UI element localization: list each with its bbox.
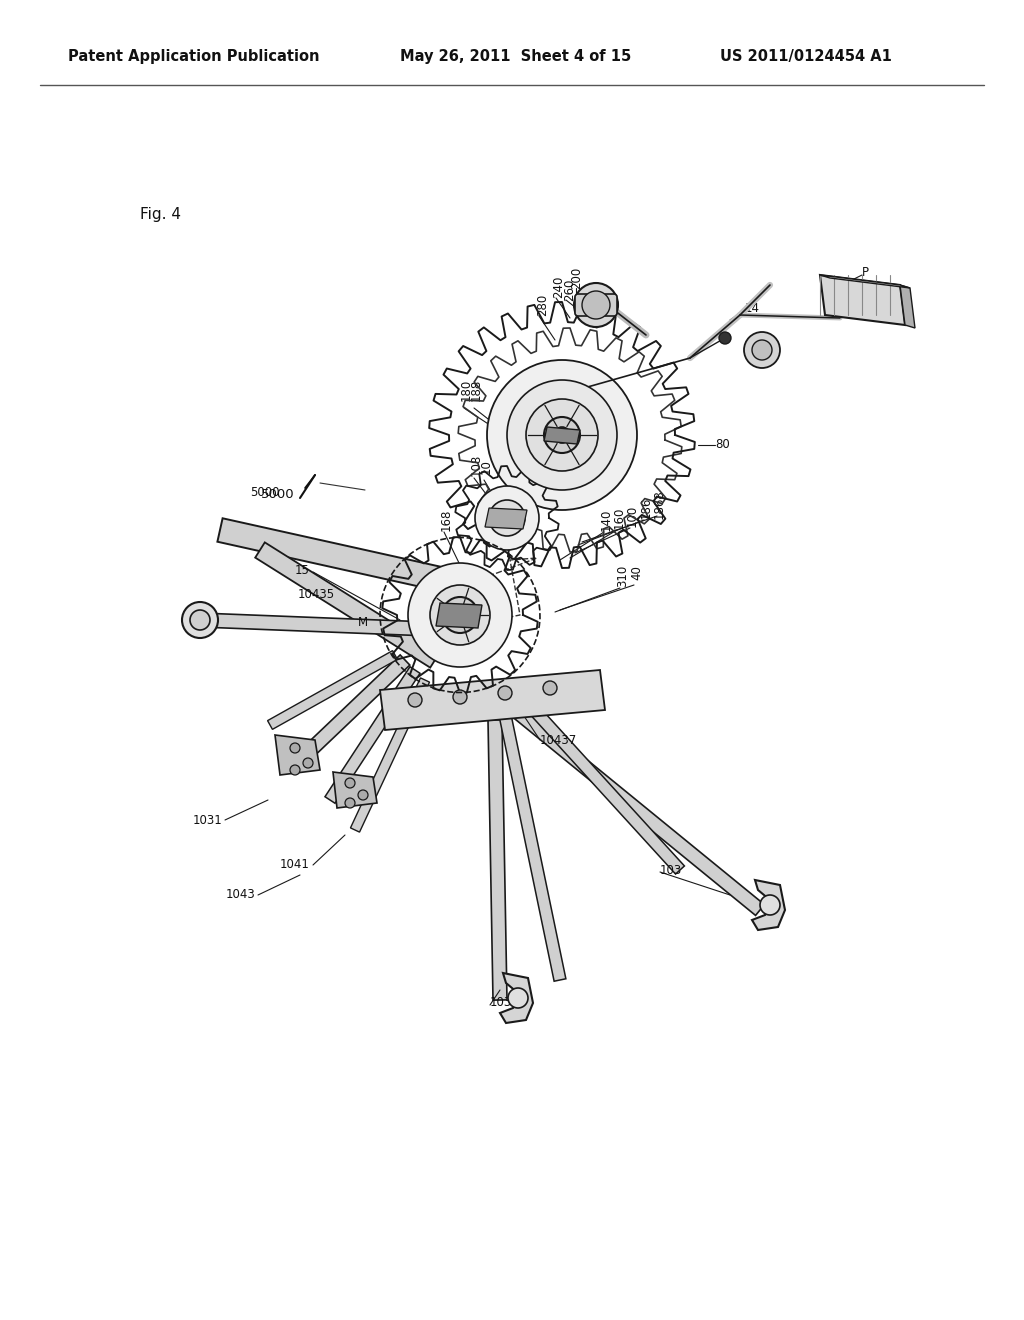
- Circle shape: [453, 690, 467, 704]
- Text: 240: 240: [552, 276, 565, 298]
- Text: 1031: 1031: [193, 813, 222, 826]
- Circle shape: [760, 895, 780, 915]
- Circle shape: [507, 380, 617, 490]
- Text: May 26, 2011  Sheet 4 of 15: May 26, 2011 Sheet 4 of 15: [400, 49, 631, 63]
- Polygon shape: [520, 696, 684, 874]
- Text: 5000: 5000: [251, 487, 280, 499]
- Text: M: M: [357, 615, 368, 628]
- Text: Fig. 4: Fig. 4: [140, 207, 181, 223]
- Polygon shape: [200, 612, 456, 638]
- Text: 310: 310: [616, 565, 629, 587]
- Circle shape: [190, 610, 210, 630]
- Circle shape: [475, 486, 539, 550]
- Circle shape: [719, 333, 731, 345]
- Polygon shape: [820, 275, 910, 288]
- Circle shape: [544, 417, 580, 453]
- Circle shape: [430, 585, 490, 645]
- Text: 10435: 10435: [298, 589, 335, 602]
- Text: 5000: 5000: [261, 488, 295, 502]
- Polygon shape: [325, 667, 420, 804]
- Circle shape: [498, 686, 512, 700]
- Text: 186: 186: [640, 496, 653, 519]
- Circle shape: [408, 693, 422, 708]
- Polygon shape: [217, 519, 493, 602]
- Text: 180: 180: [460, 379, 473, 401]
- Polygon shape: [900, 285, 915, 327]
- Circle shape: [358, 789, 368, 800]
- Text: 280: 280: [536, 294, 549, 315]
- FancyBboxPatch shape: [575, 294, 617, 315]
- Polygon shape: [820, 275, 905, 325]
- Circle shape: [345, 777, 355, 788]
- Text: 14: 14: [745, 301, 760, 314]
- Text: 1041: 1041: [281, 858, 310, 871]
- Text: Patent Application Publication: Patent Application Publication: [68, 49, 319, 63]
- Text: 103: 103: [660, 863, 682, 876]
- Circle shape: [408, 564, 512, 667]
- Polygon shape: [544, 426, 580, 444]
- Circle shape: [442, 597, 478, 634]
- Polygon shape: [350, 678, 429, 832]
- Circle shape: [508, 987, 528, 1008]
- Circle shape: [182, 602, 218, 638]
- Text: 1868: 1868: [653, 490, 666, 519]
- Text: US 2011/0124454 A1: US 2011/0124454 A1: [720, 49, 892, 63]
- Text: 140: 140: [600, 508, 613, 531]
- Circle shape: [574, 282, 618, 327]
- Polygon shape: [500, 973, 534, 1023]
- Circle shape: [526, 399, 598, 471]
- Circle shape: [487, 360, 637, 510]
- Circle shape: [752, 341, 772, 360]
- Text: 160: 160: [613, 507, 626, 529]
- Text: 260: 260: [563, 279, 575, 301]
- Polygon shape: [488, 719, 507, 1001]
- Circle shape: [290, 743, 300, 752]
- Text: 15: 15: [295, 564, 310, 577]
- Polygon shape: [436, 603, 482, 628]
- Text: 10437: 10437: [540, 734, 578, 747]
- Text: 1043: 1043: [225, 888, 255, 902]
- Text: 200: 200: [570, 267, 583, 289]
- Text: P: P: [862, 265, 869, 279]
- Text: 103: 103: [490, 997, 512, 1010]
- Text: 108: 108: [470, 454, 483, 477]
- Text: 40: 40: [630, 565, 643, 581]
- Text: 80: 80: [715, 438, 730, 451]
- Circle shape: [499, 510, 515, 525]
- Text: 10: 10: [480, 459, 493, 474]
- Polygon shape: [380, 671, 605, 730]
- Circle shape: [452, 607, 468, 623]
- Text: 188: 188: [470, 379, 483, 401]
- Circle shape: [582, 290, 610, 319]
- Polygon shape: [295, 655, 410, 766]
- Polygon shape: [255, 543, 439, 668]
- Polygon shape: [752, 880, 785, 931]
- Polygon shape: [485, 508, 527, 529]
- Polygon shape: [333, 772, 377, 808]
- Circle shape: [543, 681, 557, 696]
- Circle shape: [303, 758, 313, 768]
- Circle shape: [554, 426, 570, 444]
- Text: 100: 100: [626, 504, 639, 527]
- Polygon shape: [499, 714, 566, 981]
- Circle shape: [744, 333, 780, 368]
- Polygon shape: [275, 735, 319, 775]
- Circle shape: [489, 500, 525, 536]
- Text: 168: 168: [440, 508, 453, 531]
- Polygon shape: [267, 651, 397, 730]
- Circle shape: [290, 766, 300, 775]
- Text: B: B: [605, 298, 611, 308]
- Circle shape: [345, 799, 355, 808]
- Polygon shape: [511, 705, 765, 916]
